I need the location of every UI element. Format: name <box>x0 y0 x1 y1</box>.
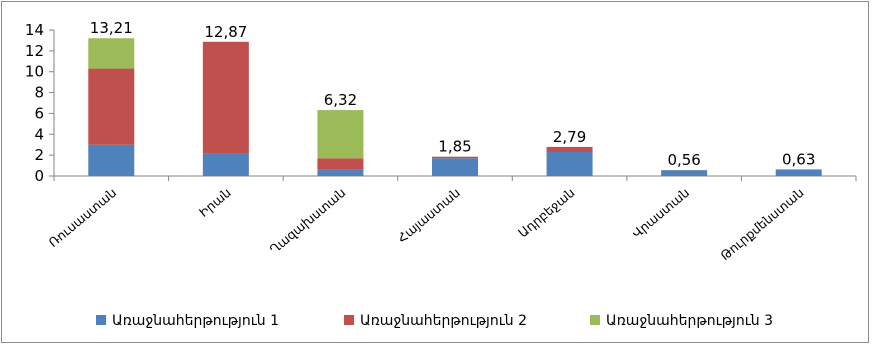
y-tick-label: 10 <box>25 63 44 81</box>
bar-segment <box>317 110 364 159</box>
bar-segment <box>88 68 135 145</box>
category-label: Վրաստան <box>629 185 692 241</box>
legend: Առաջնահերթություն 1 Առաջնահերթություն 2 Առ… <box>96 313 773 329</box>
y-tick-label: 12 <box>25 42 44 60</box>
bar-segment <box>88 144 135 176</box>
legend-swatch <box>96 315 106 325</box>
legend-label: Առաջնահերթություն 1 <box>112 313 279 329</box>
data-label: 6,32 <box>324 91 357 109</box>
data-label: 0,56 <box>667 151 700 169</box>
category-label: Իրան <box>196 185 234 220</box>
bar-segment <box>202 41 249 154</box>
axes: 0 2 4 6 8 10 12 14 <box>25 21 857 185</box>
category-label: Թուրքմենստան <box>717 185 806 263</box>
category-label: Հայաստան <box>394 185 463 246</box>
bar-segment <box>202 153 249 176</box>
bar-segment <box>546 152 593 176</box>
y-tick-label: 14 <box>25 21 44 39</box>
category-label: Ռուսաստան <box>46 185 120 250</box>
data-label: 2,79 <box>553 128 586 146</box>
category-label: Ղազախստան <box>267 185 349 257</box>
y-tick-label: 8 <box>34 84 44 102</box>
data-label: 13,21 <box>90 19 133 37</box>
bars <box>88 38 822 176</box>
category-label: Ադրբեջան <box>515 185 577 241</box>
bar-segment <box>775 169 822 176</box>
bar-segment <box>317 169 364 176</box>
y-tick-label: 4 <box>34 125 44 143</box>
y-tick-label: 2 <box>34 146 44 164</box>
y-tick-label: 0 <box>34 167 44 185</box>
bar-segment <box>88 38 135 69</box>
data-label: 0,63 <box>782 150 815 168</box>
data-label: 1,85 <box>438 138 471 156</box>
bar-segment <box>432 158 478 176</box>
bar-segment <box>317 158 364 170</box>
y-tick-label: 6 <box>34 104 44 122</box>
bar-segment <box>546 146 593 153</box>
bar-segment <box>432 156 478 159</box>
data-label: 12,87 <box>204 23 247 41</box>
legend-label: Առաջնահերթություն 3 <box>606 313 773 329</box>
data-labels: 13,21 12,87 6,32 1,85 2,79 0,56 0,63 <box>90 19 816 169</box>
legend-label: Առաջնահերթություն 2 <box>360 313 527 329</box>
legend-swatch <box>344 315 354 325</box>
legend-swatch <box>590 315 600 325</box>
category-labels: Ռուսաստան Իրան Ղազախստան Հայաստան Ադրբեջան Վր… <box>46 185 807 263</box>
bar-segment <box>661 170 708 176</box>
